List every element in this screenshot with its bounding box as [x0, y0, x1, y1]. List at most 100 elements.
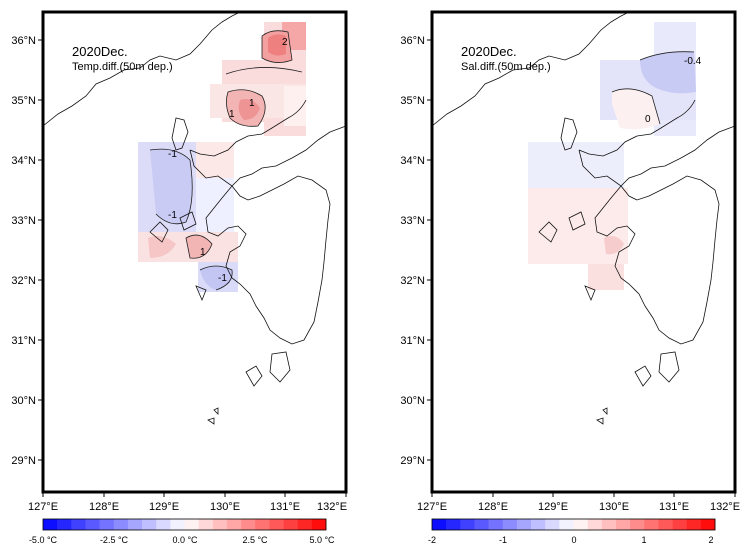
- colorbar-swatch: [488, 519, 504, 530]
- contour-label: 2: [282, 37, 288, 48]
- y-tick-label: 34°N: [11, 155, 36, 167]
- colorbar-swatch: [127, 519, 143, 530]
- temp-colorbar: -5.0 °C -2.5 °C 0.0 °C 2.5 °C 5.0 °C: [29, 518, 335, 545]
- x-tick-label: 128°E: [89, 501, 119, 513]
- colorbar-label: 2: [708, 535, 713, 545]
- x-tick-label: 132°E: [317, 501, 347, 513]
- x-tick-label: 128°E: [478, 501, 508, 513]
- colorbar-swatch: [269, 519, 284, 530]
- sal-subtitle: Sal.diff.(50m dep.): [461, 61, 551, 73]
- temp-x-axis: 127°E 128°E 129°E 130°E 131°E 132°E: [28, 501, 347, 513]
- colorbar-label: 2.5 °C: [242, 535, 268, 545]
- temp-subtitle: Temp.diff.(50m dep.): [72, 61, 173, 73]
- colorbar-swatch: [474, 519, 489, 530]
- colorbar-swatch: [212, 519, 228, 530]
- y-tick-label: 30°N: [11, 395, 36, 407]
- sal-coastline: [432, 12, 735, 425]
- x-tick-label: 127°E: [417, 501, 447, 513]
- sal-map-frame: [430, 10, 737, 494]
- colorbar-swatch: [615, 519, 631, 530]
- colorbar-swatch: [184, 519, 199, 530]
- colorbar-swatch: [531, 519, 546, 530]
- y-tick-label: 32°N: [400, 275, 425, 287]
- temp-y-axis: 36°N 35°N 34°N 33°N 32°N 31°N 30°N 29°N: [11, 35, 36, 467]
- y-tick-label: 36°N: [400, 35, 425, 47]
- colorbar-swatch: [573, 519, 588, 530]
- colorbar-swatch: [644, 519, 659, 530]
- x-tick-label: 127°E: [28, 501, 58, 513]
- colorbar-label: -1: [499, 535, 507, 545]
- colorbar-swatch: [170, 519, 185, 530]
- colorbar-swatch: [156, 519, 171, 530]
- colorbar-label: 5.0 °C: [309, 535, 335, 545]
- colorbar-swatch: [446, 519, 461, 530]
- sal-colorbar: -2 -1 0 1 2: [428, 518, 716, 545]
- temp-contour-labels: 2 1 1 -1 -1 1 -1: [168, 37, 288, 284]
- colorbar-swatch: [43, 519, 58, 530]
- colorbar-label: -2.5 °C: [100, 535, 129, 545]
- colorbar-swatch: [686, 519, 702, 530]
- colorbar-swatch: [85, 519, 100, 530]
- sal-y-tickmarks: [427, 39, 736, 497]
- colorbar-swatch: [658, 519, 673, 530]
- contour-label: 0: [645, 114, 651, 125]
- colorbar-swatch: [297, 519, 313, 530]
- colorbar-swatch: [460, 519, 475, 530]
- colorbar-swatch: [198, 519, 214, 530]
- x-tick-label: 130°E: [599, 501, 629, 513]
- x-tick-label: 131°E: [270, 501, 300, 513]
- temp-title: 2020Dec.: [72, 44, 128, 59]
- colorbar-swatch: [502, 519, 518, 530]
- colorbar-swatch: [672, 519, 687, 530]
- colorbar-swatch: [57, 519, 72, 530]
- colorbar-swatch: [71, 519, 86, 530]
- colorbar-swatch: [241, 519, 256, 530]
- y-tick-label: 30°N: [400, 395, 425, 407]
- contour-label: -0.4: [684, 56, 702, 67]
- colorbar-swatch: [601, 519, 617, 530]
- y-tick-label: 36°N: [11, 35, 36, 47]
- colorbar-label: -2: [428, 535, 436, 545]
- y-tick-label: 31°N: [400, 335, 425, 347]
- temp-field: [138, 22, 306, 292]
- sal-map-panel: 36°N 35°N 34°N 33°N 32°N 31°N 30°N 29°N …: [400, 10, 740, 545]
- contour-label: 1: [249, 98, 255, 109]
- sal-field: [528, 22, 696, 290]
- y-tick-label: 33°N: [11, 215, 36, 227]
- y-tick-label: 31°N: [11, 335, 36, 347]
- colorbar-swatch: [587, 519, 603, 530]
- contour-label: 1: [229, 109, 235, 120]
- y-tick-label: 29°N: [400, 455, 425, 467]
- colorbar-swatch: [630, 519, 645, 530]
- y-tick-label: 35°N: [400, 95, 425, 107]
- sal-x-axis: 127°E 128°E 129°E 130°E 131°E 132°E: [417, 501, 740, 513]
- colorbar-swatch: [545, 519, 560, 530]
- y-tick-label: 35°N: [11, 95, 36, 107]
- colorbar-label: 1: [641, 535, 646, 545]
- x-tick-label: 129°E: [149, 501, 179, 513]
- contour-label: 1: [200, 247, 206, 258]
- contour-label: -1: [218, 273, 227, 284]
- colorbar-label: -5.0 °C: [29, 535, 58, 545]
- y-tick-label: 34°N: [400, 155, 425, 167]
- sal-title: 2020Dec.: [461, 44, 517, 59]
- colorbar-swatch: [516, 519, 532, 530]
- x-tick-label: 131°E: [659, 501, 689, 513]
- colorbar-swatch: [700, 519, 716, 530]
- colorbar-swatch: [283, 519, 298, 530]
- sal-contour-labels: -0.4 0: [645, 56, 702, 125]
- colorbar-swatch: [99, 519, 115, 530]
- colorbar-swatch: [311, 519, 327, 530]
- colorbar-swatch: [559, 519, 574, 530]
- x-tick-label: 130°E: [210, 501, 240, 513]
- colorbar-swatch: [432, 519, 447, 530]
- colorbar-swatch: [142, 519, 157, 530]
- sal-y-axis: 36°N 35°N 34°N 33°N 32°N 31°N 30°N 29°N: [400, 35, 425, 467]
- colorbar-label: 0.0 °C: [172, 535, 198, 545]
- colorbar-label: 0: [571, 535, 576, 545]
- contour-label: -1: [168, 149, 177, 160]
- temp-y-tickmarks: [38, 39, 347, 497]
- colorbar-swatch: [113, 519, 129, 530]
- contour-label: -1: [168, 210, 177, 221]
